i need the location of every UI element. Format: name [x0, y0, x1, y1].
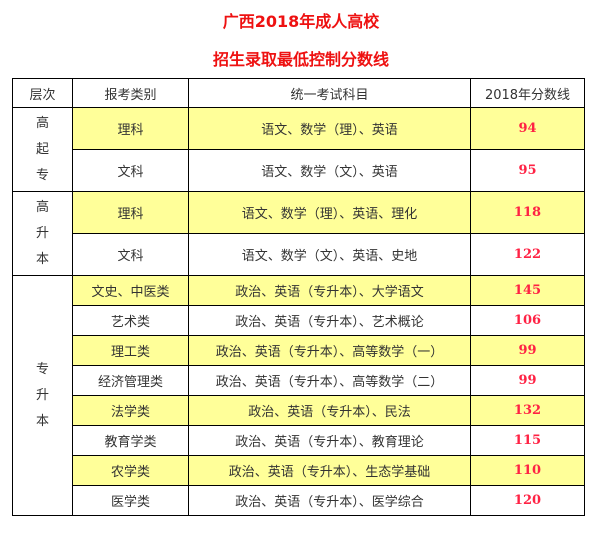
score-cell: 95 — [470, 149, 585, 192]
category-cell: 文科 — [72, 149, 189, 192]
subjects-cell: 政治、英语（专升本）、大学语文 — [188, 275, 471, 306]
subjects-cell: 政治、英语（专升本）、艺术概论 — [188, 305, 471, 336]
table-row: 经济管理类 政治、英语（专升本）、高等数学（二） 99 — [13, 365, 585, 396]
table-row: 高起专理科 语文、数学（理）、英语 94 — [12, 107, 585, 192]
header-score: 2018年分数线 — [470, 78, 585, 108]
subjects-cell: 语文、数学（文）、英语、史地 — [188, 233, 471, 276]
score-cell: 120 — [470, 485, 585, 516]
subjects-cell: 政治、英语（专升本）、高等数学（一） — [188, 335, 471, 366]
level-char: 高 — [35, 115, 49, 131]
table-row: 农学类 政治、英语（专升本）、生态学基础 110 — [13, 455, 585, 486]
level-char: 本 — [35, 413, 49, 429]
table-row: 文科 语文、数学（文）、英语、史地 122 — [13, 233, 585, 276]
subjects-cell: 政治、英语（专升本）、高等数学（二） — [188, 365, 471, 396]
level-cell: 高起专 — [12, 107, 73, 192]
score-cell: 118 — [470, 191, 585, 234]
table-row: 文科 语文、数学（文）、英语 95 — [13, 149, 585, 192]
category-cell: 医学类 — [72, 485, 189, 516]
level-char: 升 — [35, 225, 49, 241]
category-cell: 艺术类 — [72, 305, 189, 336]
header-category: 报考类别 — [72, 78, 189, 108]
category-cell: 理科 — [72, 191, 189, 234]
header-row: 层次 报考类别 统一考试科目 2018年分数线 — [12, 78, 585, 108]
table-row: 医学类 政治、英语（专升本）、医学综合 120 — [13, 485, 585, 516]
score-cell: 115 — [470, 425, 585, 456]
title-line-1: 广西2018年成人高校 — [222, 12, 380, 31]
level-char: 起 — [35, 141, 49, 157]
level-char: 专 — [35, 361, 49, 377]
table-row: 专升本文史、中医类 政治、英语（专升本）、大学语文 145 — [12, 275, 585, 516]
subjects-cell: 语文、数学（理）、英语 — [188, 107, 471, 150]
level-char: 高 — [35, 199, 49, 215]
subjects-cell: 政治、英语（专升本）、生态学基础 — [188, 455, 471, 486]
score-cell: 99 — [470, 365, 585, 396]
level-char: 专 — [35, 167, 49, 183]
subjects-cell: 政治、英语（专升本）、民法 — [188, 395, 471, 426]
category-cell: 经济管理类 — [72, 365, 189, 396]
header-subjects: 统一考试科目 — [188, 78, 471, 108]
header-level: 层次 — [12, 78, 73, 108]
subjects-cell: 语文、数学（理）、英语、理化 — [188, 191, 471, 234]
score-cell: 145 — [470, 275, 585, 306]
category-cell: 理工类 — [72, 335, 189, 366]
table-row: 法学类 政治、英语（专升本）、民法 132 — [13, 395, 585, 426]
category-cell: 文科 — [72, 233, 189, 276]
table-row: 理工类 政治、英语（专升本）、高等数学（一） 99 — [13, 335, 585, 366]
subjects-cell: 政治、英语（专升本）、医学综合 — [188, 485, 471, 516]
level-char: 本 — [35, 251, 49, 267]
score-table: 层次 报考类别 统一考试科目 2018年分数线 高起专理科 语文、数学（理）、英语… — [12, 78, 585, 516]
score-cell: 122 — [470, 233, 585, 276]
score-cell: 106 — [470, 305, 585, 336]
table-row: 教育学类 政治、英语（专升本）、教育理论 115 — [13, 425, 585, 456]
subjects-cell: 语文、数学（文）、英语 — [188, 149, 471, 192]
level-cell: 高升本 — [12, 191, 73, 276]
level-char: 升 — [35, 387, 49, 403]
score-cell: 99 — [470, 335, 585, 366]
score-cell: 132 — [470, 395, 585, 426]
level-cell: 专升本 — [12, 275, 73, 516]
category-cell: 法学类 — [72, 395, 189, 426]
score-cell: 110 — [470, 455, 585, 486]
table-row: 艺术类 政治、英语（专升本）、艺术概论 106 — [13, 305, 585, 336]
category-cell: 理科 — [72, 107, 189, 150]
category-cell: 教育学类 — [72, 425, 189, 456]
title-line-2: 招生录取最低控制分数线 — [212, 50, 389, 69]
subjects-cell: 政治、英语（专升本）、教育理论 — [188, 425, 471, 456]
table-row: 高升本理科 语文、数学（理）、英语、理化 118 — [12, 191, 585, 276]
category-cell: 文史、中医类 — [72, 275, 189, 306]
category-cell: 农学类 — [72, 455, 189, 486]
score-cell: 94 — [470, 107, 585, 150]
